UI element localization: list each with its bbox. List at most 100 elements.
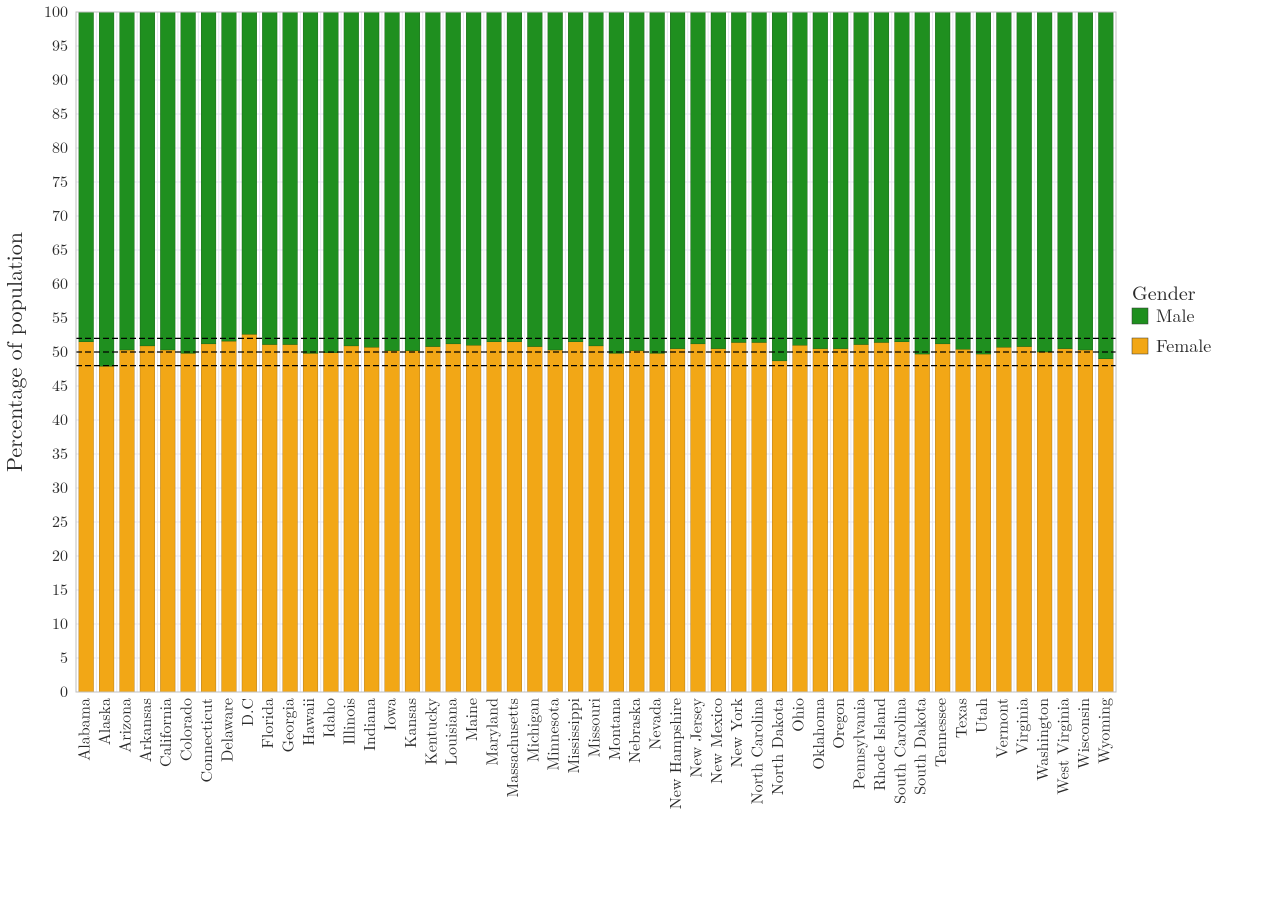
bar-female — [160, 350, 175, 692]
legend-item-label: Female — [1156, 333, 1211, 358]
bar-male — [222, 12, 237, 341]
y-tick-label: 85 — [52, 101, 68, 124]
bar-female — [772, 361, 787, 692]
bar-female — [324, 353, 339, 692]
bar-male — [589, 12, 604, 346]
bar-male — [813, 12, 828, 349]
bar-male — [446, 12, 461, 344]
x-tick-labels: AlabamaAlaskaArizonaArkansasCaliforniaCo… — [72, 697, 1115, 809]
bar-female — [793, 345, 808, 692]
bar-male — [487, 12, 502, 342]
bar-female — [201, 344, 216, 692]
bar-male — [303, 12, 318, 353]
bar-male — [242, 12, 257, 334]
bar-female — [426, 347, 441, 692]
y-tick-label: 60 — [52, 271, 68, 294]
bar-male — [1017, 12, 1032, 347]
bar-female — [568, 342, 583, 692]
bar-male — [650, 12, 665, 353]
y-tick-label: 10 — [52, 611, 68, 634]
bar-female — [120, 350, 135, 692]
bar-female — [1037, 352, 1052, 692]
bar-female — [589, 346, 604, 692]
y-tick-label: 80 — [52, 135, 68, 158]
bar-male — [99, 12, 114, 366]
bar-male — [344, 12, 359, 346]
y-tick-label: 75 — [52, 169, 68, 192]
bar-male — [731, 12, 746, 342]
bar-male — [997, 12, 1012, 347]
bar-female — [833, 349, 848, 692]
bar-female — [262, 345, 277, 692]
bar-female — [507, 342, 522, 692]
bar-male — [568, 12, 583, 342]
bar-female — [405, 351, 420, 692]
bar-male — [426, 12, 441, 347]
bar-male — [691, 12, 706, 344]
bar-male — [874, 12, 889, 342]
bar-female — [548, 350, 563, 692]
bar-male — [140, 12, 155, 346]
y-tick-label: 100 — [44, 0, 68, 22]
bar-female — [487, 342, 502, 692]
bar-female — [140, 346, 155, 692]
bar-female — [956, 349, 971, 692]
bar-male — [956, 12, 971, 349]
bar-female — [752, 342, 767, 692]
y-tick-label: 30 — [52, 475, 68, 498]
y-tick-label: 45 — [52, 373, 68, 396]
bar-male — [324, 12, 339, 353]
bar-male — [1078, 12, 1093, 350]
bar-female — [242, 334, 257, 692]
bar-male — [629, 12, 644, 351]
bar-male — [1037, 12, 1052, 352]
bar-male — [466, 12, 481, 345]
y-tick-label: 20 — [52, 543, 68, 566]
bar-female — [99, 366, 114, 692]
bar-female — [874, 342, 889, 692]
bar-female — [609, 353, 624, 692]
bar-female — [446, 344, 461, 692]
bar-male — [935, 12, 950, 344]
y-tick-label: 15 — [52, 577, 68, 600]
bar-female — [1058, 349, 1073, 692]
bar-male — [160, 12, 175, 350]
bar-female — [997, 347, 1012, 692]
y-tick-label: 65 — [52, 237, 68, 260]
bar-male — [120, 12, 135, 350]
bar-male — [385, 12, 400, 351]
bar-male — [609, 12, 624, 353]
bar-female — [915, 354, 930, 692]
bar-female — [466, 345, 481, 692]
x-tick-label: Wyoming — [1091, 698, 1114, 764]
bar-female — [1098, 359, 1113, 692]
bar-male — [283, 12, 298, 345]
bar-male — [1098, 12, 1113, 359]
legend: GenderMaleFemale — [1132, 277, 1211, 358]
bar-female — [79, 342, 94, 692]
bar-female — [283, 345, 298, 692]
bar-female — [303, 353, 318, 692]
y-tick-label: 50 — [52, 339, 68, 362]
y-tick-label: 5 — [60, 645, 68, 668]
bar-female — [650, 353, 665, 692]
bar-male — [915, 12, 930, 354]
legend-swatch — [1132, 338, 1148, 354]
bar-female — [976, 354, 991, 692]
bar-female — [222, 341, 237, 692]
bar-female — [670, 349, 685, 692]
y-tick-label: 90 — [52, 67, 68, 90]
bar-female — [813, 349, 828, 692]
bar-female — [854, 345, 869, 692]
y-tick-label: 95 — [52, 33, 68, 56]
bar-male — [670, 12, 685, 349]
bar-male — [364, 12, 379, 347]
bar-female — [527, 347, 542, 692]
chart-container: 0510152025303540455055606570758085909510… — [0, 0, 1280, 901]
y-tick-label: 35 — [52, 441, 68, 464]
bar-female — [344, 346, 359, 692]
y-tick-label: 25 — [52, 509, 68, 532]
bar-male — [793, 12, 808, 345]
bar-male — [854, 12, 869, 345]
bar-female — [1078, 350, 1093, 692]
